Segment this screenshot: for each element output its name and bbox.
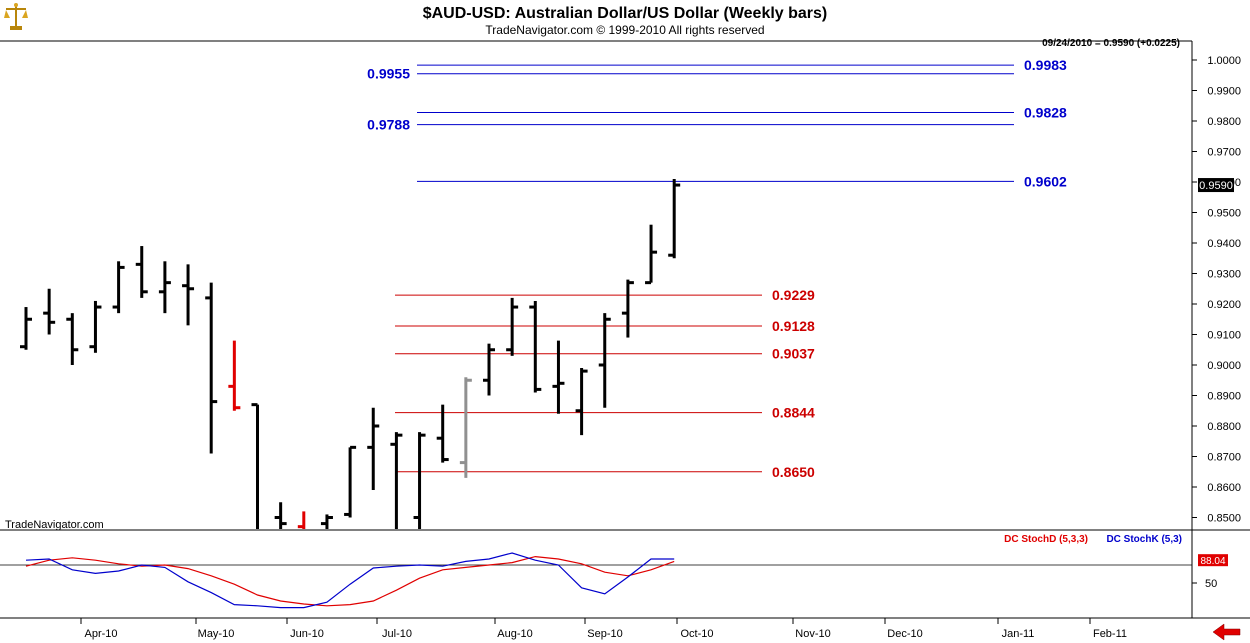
last-price-box [1198,178,1234,193]
x-axis-tick-label: Jan-11 [1002,628,1035,640]
ohlc-bar [205,282,218,454]
ohlc-bar [320,514,333,529]
ohlc-bar [598,313,611,408]
level-label-0.8844: 0.8844 [772,405,815,421]
stoch-legend-d: DC StochD (5,3,3) [1004,534,1088,545]
ohlc-bar [436,404,449,463]
stoch-last-label: 88.04 [1200,556,1225,567]
level-label-0.9788: 0.9788 [367,117,410,133]
ohlc-bar [506,297,519,356]
ohlc-bar [645,224,658,285]
ohlc-bar [135,246,148,298]
y-axis-tick-label: 1.0000 [1207,55,1241,67]
level-label-0.9602: 0.9602 [1024,173,1067,189]
date-x-axis: Apr-10 May-10 Jun-10 Jul-10 Aug-10 Sep-10 Oct-… [80,618,1127,640]
x-axis-tick-label: Aug-10 [497,628,532,640]
ohlc-bar [112,261,125,314]
level-label-0.9128: 0.9128 [772,318,815,334]
last-price-marker: 0.9590 [1198,178,1234,193]
y-axis-tick-label: 0.9900 [1207,86,1241,98]
x-axis-tick-label: Jun-10 [290,628,324,640]
ohlc-bar [274,502,287,529]
ohlc-bar [66,313,79,365]
y-axis-tick-label: 0.9100 [1207,330,1241,342]
stoch-legend-k: DC StochK (5,3) [1106,534,1182,545]
ohlc-bar [575,368,588,436]
ohlc-bar [89,300,102,353]
x-axis-tick-label: Oct-10 [680,628,713,640]
x-axis-tick-label: Dec-10 [887,628,922,640]
y-axis-tick-label: 0.9200 [1207,299,1241,311]
ohlc-bar [621,279,634,338]
ohlc-bar [344,445,357,518]
level-label-0.9828: 0.9828 [1024,104,1067,120]
x-axis-tick-label: Feb-11 [1093,628,1127,640]
ohlc-bar [158,261,171,314]
last-price-label: 0.9590 [1199,180,1233,192]
y-axis-tick-label: 0.9700 [1207,147,1241,159]
ohlc-bar [668,178,681,259]
y-axis-tick-label: 0.9800 [1207,116,1241,128]
watermark-label: TradeNavigator.com [5,519,104,531]
y-axis-tick-label: 0.8900 [1207,391,1241,403]
last-price-info: 09/24/2010 = 0.9590 (+0.0225) [1042,38,1180,49]
x-axis-tick-label: Nov-10 [795,628,830,640]
x-axis-tick-label: May-10 [198,628,235,640]
ohlc-bar [297,511,306,529]
x-axis-tick-label: Jul-10 [382,628,412,640]
x-axis-tick-label: Sep-10 [587,628,622,640]
y-axis-tick-label: 0.9300 [1207,269,1241,281]
y-axis-tick-label: 0.8700 [1207,452,1241,464]
price-levels: 0.9983 0.9955 0.9828 0.9788 0.9602 0.9229 0.91… [367,57,1067,480]
ohlc-bar [529,300,542,393]
chart-subtitle: TradeNavigator.com © 1999-2010 All right… [485,23,764,37]
ohlc-bar [390,432,403,529]
ohlc-bar [228,340,241,411]
stoch-last-box [1198,554,1228,567]
scales-icon [4,3,28,30]
ohlc-bar [552,340,565,414]
ohlc-bar [182,264,195,326]
level-label-0.9229: 0.9229 [772,287,815,303]
stochastic-panel: 50 DC StochD (5,3,3) DC StochK (5,3) 88.04 [0,534,1228,609]
y-axis-tick-label: 0.9500 [1207,208,1241,220]
ohlc-bars [20,178,681,529]
y-axis-tick-label: 0.8800 [1207,421,1241,433]
arrow-left-icon[interactable] [1212,623,1241,641]
level-label-0.9037: 0.9037 [772,346,815,362]
chart-frame [0,40,1250,619]
level-label-0.9955: 0.9955 [367,66,410,82]
ohlc-bar [483,343,495,396]
y-axis-tick-label: 0.9000 [1207,360,1241,372]
ohlc-bar [43,288,56,335]
stoch-series-line [25,552,675,609]
stoch-axis-tick-label: 50 [1205,578,1217,590]
chart-title: $AUD-USD: Australian Dollar/US Dollar (W… [423,5,828,22]
level-label-0.9983: 0.9983 [1024,57,1067,73]
y-axis-tick-label: 0.9400 [1207,238,1241,250]
ohlc-bar [20,307,32,350]
ohlc-bar [367,407,380,491]
level-label-0.8650: 0.8650 [772,464,815,480]
ohlc-bar [413,432,426,529]
price-y-axis: 1.00000.99000.98000.97000.96000.95000.94… [1192,55,1241,525]
y-axis-tick-label: 0.8500 [1207,513,1241,525]
x-axis-tick-label: Apr-10 [84,628,117,640]
y-axis-tick-label: 0.8600 [1207,482,1241,494]
ohlc-bar [251,403,259,529]
stoch-series-line [25,555,675,607]
ohlc-bar [459,377,472,478]
